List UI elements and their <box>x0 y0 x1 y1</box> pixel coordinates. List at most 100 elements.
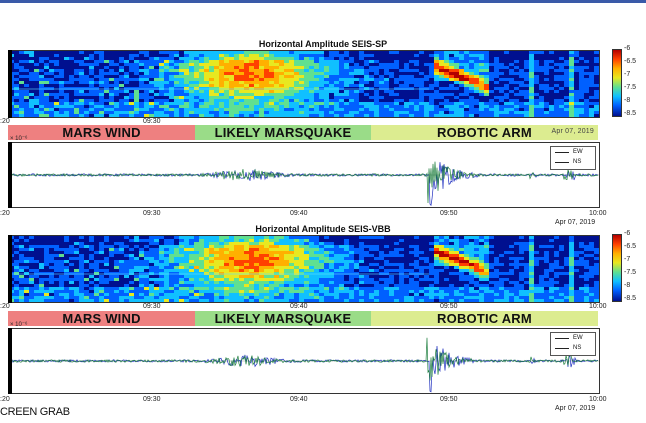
spectrogram-cell <box>169 236 174 239</box>
spectrogram-cell <box>314 84 319 87</box>
spectrogram-cell <box>159 60 164 63</box>
spectrogram-cell <box>94 278 99 281</box>
spectrogram-cell <box>409 63 414 66</box>
spectrogram-cell <box>289 266 294 269</box>
spectrogram-cell <box>139 108 144 111</box>
spectrogram-cell <box>199 278 204 281</box>
spectrogram-cell <box>289 51 294 54</box>
spectrogram-cell <box>204 239 209 242</box>
spectrogram-cell <box>329 111 334 114</box>
spectrogram-cell <box>279 72 284 75</box>
spectrogram-cell <box>549 96 554 99</box>
spectrogram-cell <box>244 290 249 293</box>
spectrogram-cell <box>329 269 334 272</box>
spectrogram-cell <box>154 254 159 257</box>
spectrogram-cell <box>134 90 139 93</box>
spectrogram-cell <box>314 281 319 284</box>
spectrogram-cell <box>254 66 259 69</box>
spectrogram-cell <box>24 278 29 281</box>
spectrogram-cell <box>429 242 434 245</box>
spectrogram-cell <box>444 105 449 108</box>
spectrogram-cell <box>239 102 244 105</box>
spectrogram-cell <box>74 236 79 239</box>
spectrogram-cell <box>154 60 159 63</box>
spectrogram-cell <box>119 66 124 69</box>
spectrogram-cell <box>344 69 349 72</box>
spectrogram-cell <box>314 236 319 239</box>
spectrogram-cell <box>419 84 424 87</box>
spectrogram-cell <box>404 275 409 278</box>
spectrogram-cell <box>234 263 239 266</box>
spectrogram-cell <box>259 299 264 302</box>
spectrogram-cell <box>449 272 454 275</box>
spectrogram-cell <box>459 51 464 54</box>
spectrogram-cell <box>174 108 179 111</box>
spectrogram-cell <box>434 111 439 114</box>
spectrogram-cell <box>29 266 34 269</box>
spectrogram-cell <box>574 66 579 69</box>
spectrogram-cell <box>379 75 384 78</box>
spectrogram-cell <box>344 51 349 54</box>
spectrogram-cell <box>14 96 19 99</box>
spectrogram-cell <box>514 66 519 69</box>
spectrogram-cell <box>129 108 134 111</box>
spectrogram-cell <box>314 269 319 272</box>
spectrogram-cell <box>484 111 489 114</box>
spectrogram-cell <box>79 287 84 290</box>
spectrogram-cell <box>534 63 539 66</box>
spectrogram-cell <box>429 260 434 263</box>
spectrogram-cell <box>329 248 334 251</box>
spectrogram-cell <box>524 93 529 96</box>
spectrogram-cell <box>334 281 339 284</box>
spectrogram-cell <box>489 96 494 99</box>
spectrogram-cell <box>14 99 19 102</box>
spectrogram-cell <box>304 299 309 302</box>
spectrogram-cell <box>199 60 204 63</box>
spectrogram-cell <box>329 245 334 248</box>
spectrogram-cell <box>374 90 379 93</box>
spectrogram-cell <box>254 93 259 96</box>
spectrogram-cell <box>194 254 199 257</box>
spectrogram-cell <box>54 51 59 54</box>
spectrogram-cell <box>289 260 294 263</box>
spectrogram-cell <box>164 239 169 242</box>
spectrogram-cell <box>169 263 174 266</box>
spectrogram-cell <box>514 78 519 81</box>
spectrogram-cell <box>369 254 374 257</box>
spectrogram-cell <box>99 263 104 266</box>
spectrogram-cell <box>144 60 149 63</box>
spectrogram-cell <box>344 296 349 299</box>
spectrogram-cell <box>199 84 204 87</box>
spectrogram-cell <box>109 69 114 72</box>
spectrogram-cell <box>389 254 394 257</box>
spectrogram-cell <box>364 281 369 284</box>
spectrogram-cell <box>549 78 554 81</box>
spectrogram-cell <box>19 72 24 75</box>
spectrogram-cell <box>439 84 444 87</box>
spectrogram-cell <box>84 75 89 78</box>
spectrogram-cell <box>289 284 294 287</box>
spectrogram-cell <box>209 66 214 69</box>
spectrogram-cell <box>594 114 599 117</box>
spectrogram-cell <box>134 290 139 293</box>
spectrogram-cell <box>524 78 529 81</box>
spectrogram-cell <box>279 108 284 111</box>
spectrogram-cell <box>124 105 129 108</box>
spectrogram-cell <box>49 266 54 269</box>
spectrogram-cell <box>429 269 434 272</box>
spectrogram-cell <box>314 260 319 263</box>
spectrogram-cell <box>189 269 194 272</box>
spectrogram-cell <box>554 84 559 87</box>
spectrogram-cell <box>509 251 514 254</box>
spectrogram-cell <box>539 269 544 272</box>
spectrogram-cell <box>454 266 459 269</box>
spectrogram-cell <box>134 269 139 272</box>
spectrogram-cell <box>454 293 459 296</box>
spectrogram-cell <box>84 266 89 269</box>
spectrogram-cell <box>534 278 539 281</box>
spectrogram-cell <box>114 257 119 260</box>
spectrogram-cell <box>279 90 284 93</box>
spectrogram-cell <box>54 60 59 63</box>
spectrogram-cell <box>64 54 69 57</box>
spectrogram-cell <box>134 278 139 281</box>
